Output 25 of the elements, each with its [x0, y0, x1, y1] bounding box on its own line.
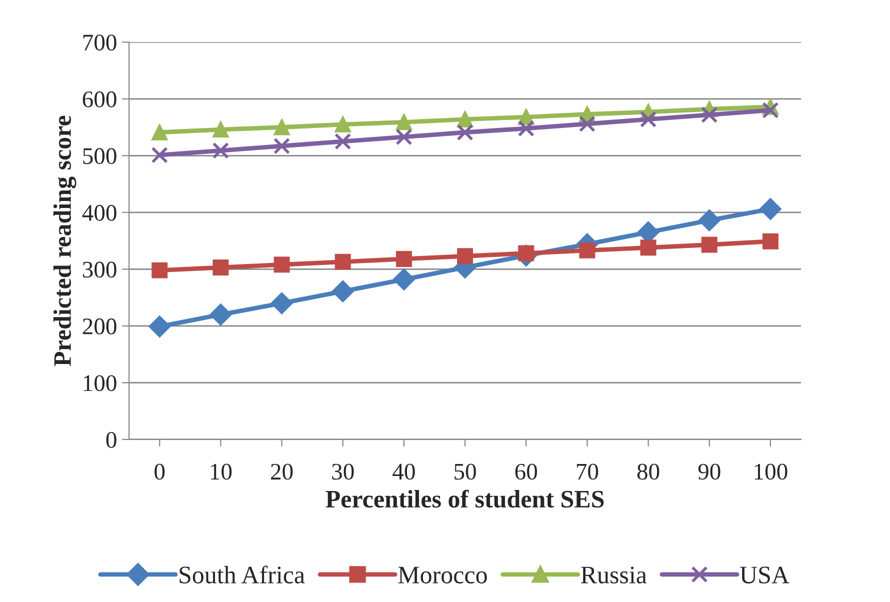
- y-tick-label: 100: [84, 375, 116, 392]
- x-tick-label: 10: [210, 464, 232, 480]
- legend-label: Morocco: [398, 566, 487, 584]
- y-axis-title: Predicted reading score: [53, 116, 76, 366]
- x-tick-label: 20: [270, 464, 293, 480]
- legend-label: USA: [740, 566, 790, 584]
- x-tick-label: 0: [154, 464, 165, 480]
- y-tick-label: 300: [82, 262, 116, 278]
- x-tick-label: 80: [637, 464, 660, 480]
- x-tick-label: 60: [515, 464, 538, 480]
- x-tick-label: 50: [454, 464, 476, 480]
- y-tick-label: 500: [83, 148, 116, 164]
- x-tick-label: 90: [698, 464, 720, 480]
- x-axis-title: Percentiles of student SES: [326, 490, 604, 508]
- y-tick-label: 0: [106, 432, 116, 448]
- legend-label: South Africa: [180, 566, 305, 584]
- y-tick-label: 400: [82, 204, 116, 221]
- y-tick-label: 600: [82, 91, 116, 108]
- x-tick-label: 70: [576, 464, 598, 480]
- legend-label: Russia: [581, 566, 647, 584]
- y-tick-label: 200: [82, 318, 116, 334]
- x-tick-label: 40: [392, 464, 415, 480]
- x-tick-label: 100: [754, 464, 788, 480]
- x-tick-label: 30: [332, 464, 354, 480]
- y-tick-label: 700: [83, 34, 116, 51]
